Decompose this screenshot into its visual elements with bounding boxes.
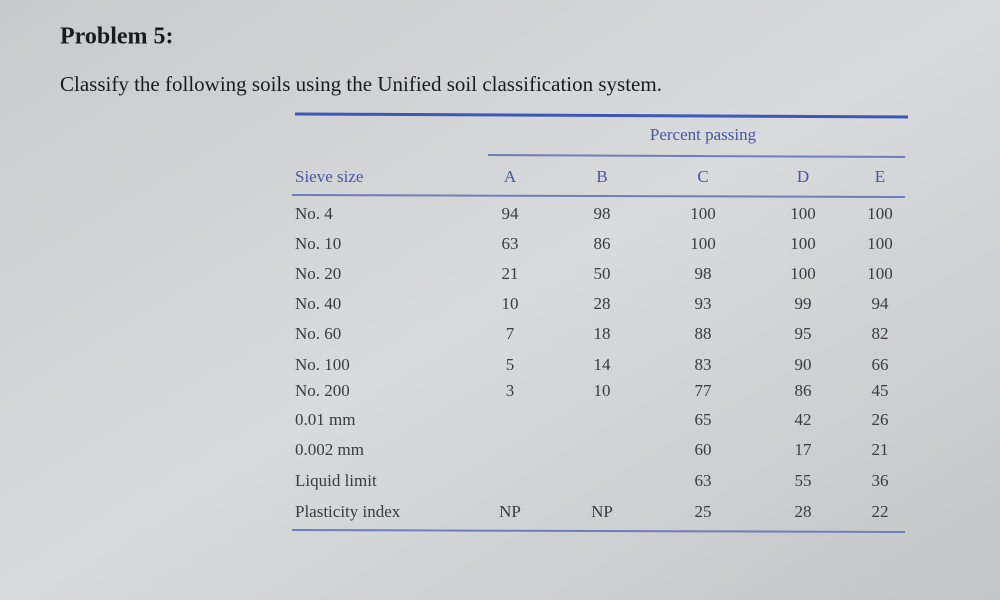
table-top-rule [294, 112, 909, 119]
cell: 26 [872, 410, 889, 429]
row-label: Plasticity index [295, 502, 401, 521]
cell: 7 [506, 324, 515, 343]
row-label: No. 200 [295, 381, 350, 400]
group-header: Percent passing [650, 125, 757, 144]
cell: 98 [594, 204, 611, 223]
cell: 93 [695, 294, 712, 313]
row-label: No. 40 [295, 294, 341, 313]
cell: 36 [872, 471, 889, 490]
cell: 99 [795, 294, 812, 313]
cell: 94 [872, 294, 890, 313]
cell: 22 [872, 502, 889, 521]
cell: NP [499, 502, 521, 521]
cell: 100 [790, 204, 816, 223]
row-label: No. 20 [295, 264, 341, 283]
cell: 45 [872, 381, 889, 400]
column-header: C [697, 167, 708, 186]
row-label: 0.01 mm [295, 410, 355, 429]
cell: 82 [872, 324, 889, 343]
cell: 25 [695, 502, 712, 521]
cell: 17 [795, 440, 813, 459]
cell: 100 [690, 204, 716, 223]
cell: 60 [695, 440, 712, 459]
cell: 88 [695, 324, 712, 343]
cell: 55 [795, 471, 812, 490]
cell: 98 [695, 264, 712, 283]
table-bottom-rule [291, 529, 906, 533]
row-label: Liquid limit [295, 471, 377, 490]
header-rule [291, 194, 906, 198]
cell: 21 [502, 264, 519, 283]
cell: 28 [795, 502, 812, 521]
row-label: 0.002 mm [295, 440, 364, 459]
cell: 94 [502, 204, 520, 223]
cell: 10 [594, 381, 611, 400]
cell: 86 [795, 381, 812, 400]
cell: 65 [695, 410, 712, 429]
column-header: D [797, 167, 809, 186]
cell: 83 [695, 355, 712, 374]
cell: 42 [795, 410, 812, 429]
table: Sieve size A B C D E No. 4 94 98 100 100 100 No. 10 6… [295, 167, 893, 521]
cell: 100 [867, 204, 893, 223]
cell: 100 [867, 264, 893, 283]
cell: 63 [502, 234, 519, 253]
cell: 63 [695, 471, 712, 490]
column-header: A [504, 167, 517, 186]
column-header: B [596, 167, 607, 186]
cell: 10 [502, 294, 519, 313]
cell: 28 [594, 294, 611, 313]
row-label: No. 4 [295, 204, 333, 223]
cell: NP [591, 502, 613, 521]
group-rule [487, 154, 906, 158]
cell: 90 [795, 355, 812, 374]
cell: 95 [795, 324, 812, 343]
cell: 14 [594, 355, 612, 374]
cell: 77 [695, 381, 713, 400]
cell: 100 [790, 264, 816, 283]
row-label: No. 100 [295, 355, 350, 374]
column-header: Sieve size [295, 167, 363, 186]
cell: 21 [872, 440, 889, 459]
row-label: No. 60 [295, 324, 341, 343]
cell: 5 [506, 355, 515, 374]
cell: 100 [790, 234, 816, 253]
row-label: No. 10 [295, 234, 341, 253]
cell: 3 [506, 381, 515, 400]
cell: 18 [594, 324, 611, 343]
instruction: Classify the following soils using the U… [60, 72, 662, 96]
cell: 86 [594, 234, 611, 253]
cell: 50 [594, 264, 611, 283]
cell: 100 [867, 234, 893, 253]
problem-title: Problem 5: [60, 24, 174, 50]
column-header: E [875, 167, 885, 186]
cell: 66 [872, 355, 889, 374]
cell: 100 [690, 234, 716, 253]
